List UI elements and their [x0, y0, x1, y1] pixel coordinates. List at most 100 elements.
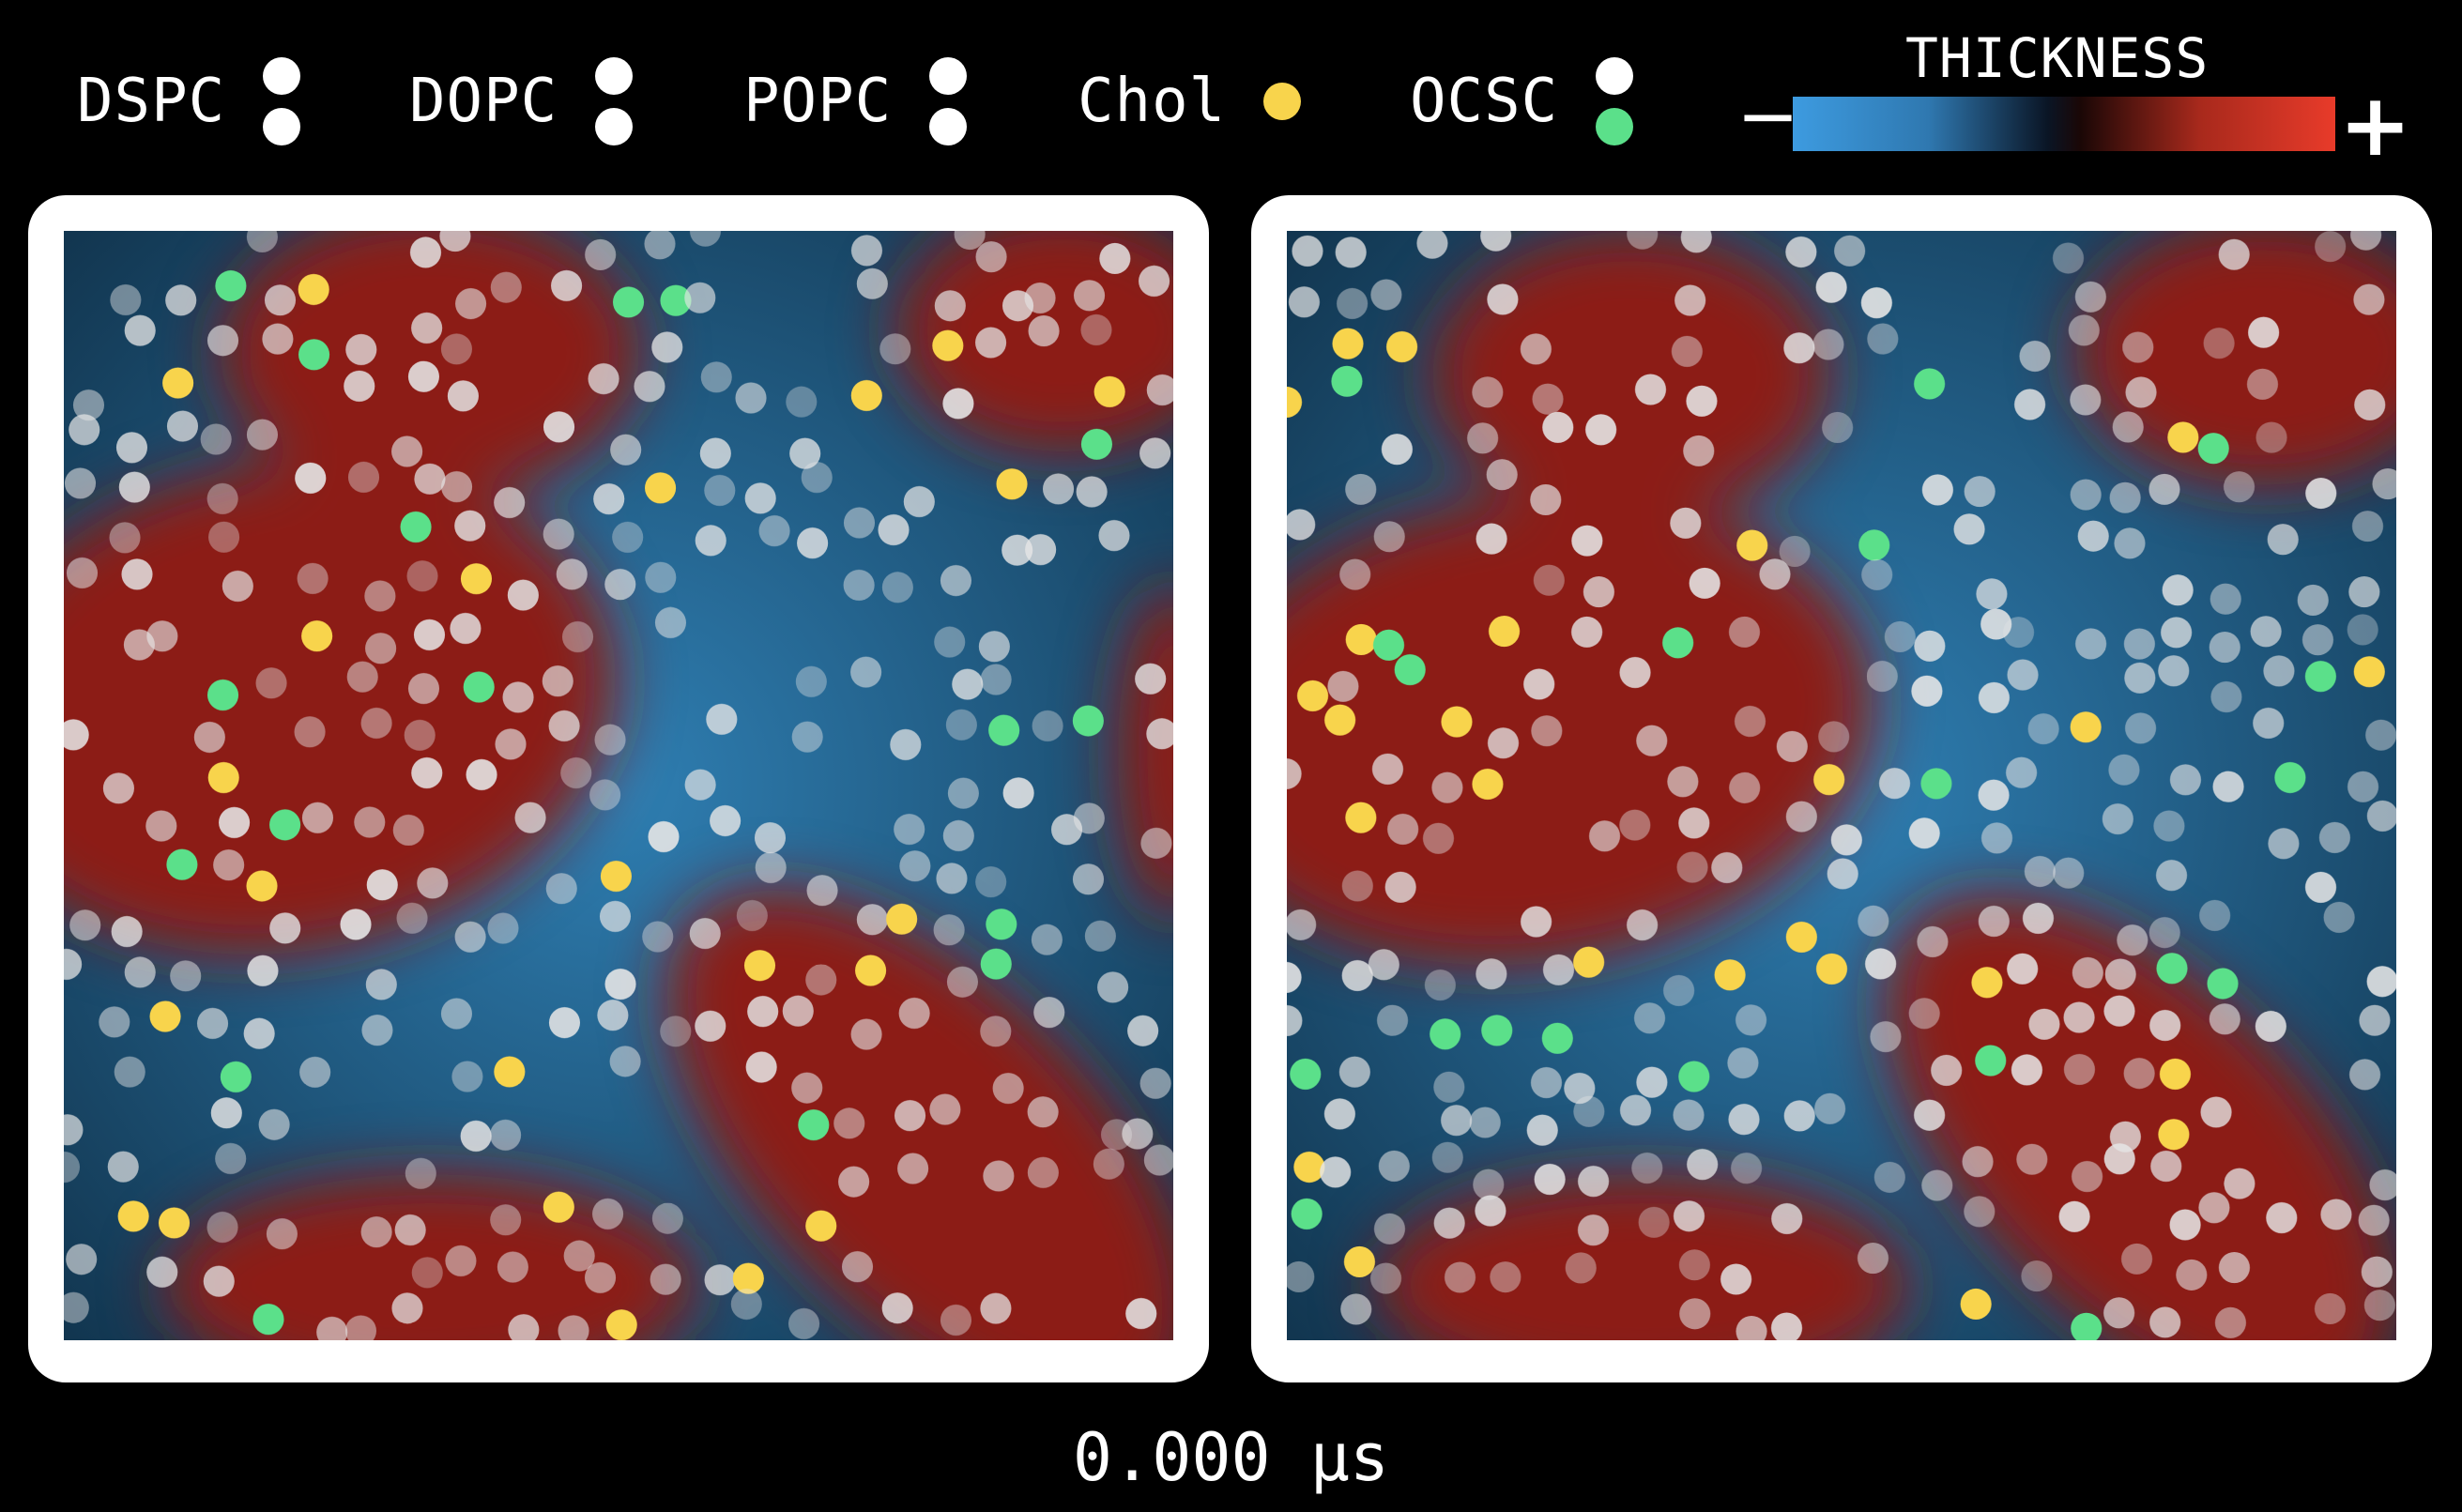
lipid-particle [158, 1207, 191, 1239]
lipid-particle [543, 518, 574, 550]
lipid-particle [1097, 971, 1129, 1003]
lipid-particle [1542, 411, 1574, 443]
lipid-particle [1834, 235, 1866, 267]
lipid-particle [110, 283, 142, 316]
lipid-particle [1422, 822, 1455, 854]
lipid-particle [805, 1210, 837, 1242]
lipid-particle [850, 235, 882, 267]
lipid-particle [1073, 280, 1106, 312]
lipid-particle [121, 558, 153, 590]
lipid-particle [2158, 1119, 2190, 1151]
lipid-particle [843, 507, 876, 539]
lipid-particle [1978, 681, 2010, 713]
lipid-particle [899, 850, 931, 882]
lipid-particle [1323, 1098, 1355, 1130]
lipid-particle [548, 710, 580, 741]
lipid-particle [2123, 628, 2155, 660]
lipid-particle [1381, 434, 1413, 466]
lipid-particle [1964, 476, 1996, 508]
lipid-particle [2007, 659, 2039, 691]
lipid-particle [354, 806, 386, 838]
lipid-particle [881, 572, 913, 603]
lipid-particle [149, 1000, 181, 1032]
lipid-particle [1674, 284, 1706, 316]
lipid-particle [2014, 389, 2046, 420]
lipid-particle [2203, 328, 2235, 359]
lipid-particle [1520, 333, 1552, 365]
lipid-particle [220, 1061, 252, 1092]
lipid-particle [2250, 616, 2282, 648]
lipid-particle [1533, 564, 1565, 596]
lipid-particle [1430, 1018, 1461, 1050]
lipid-particle [2149, 1306, 2181, 1338]
lipid-particle [2351, 511, 2384, 542]
lipid-particle [497, 1251, 528, 1283]
lipid-particle [2209, 632, 2240, 664]
lipid-particle [508, 1314, 540, 1340]
lipid-particle [2112, 411, 2144, 443]
lipid-particles [1287, 231, 2396, 1340]
lipid-particle [1670, 507, 1702, 539]
lipid-particle [102, 772, 134, 804]
lipid-particle [1002, 777, 1034, 809]
lipid-particle [1631, 1153, 1663, 1184]
lipid-particle [833, 1107, 865, 1139]
lipid-particle [1338, 1056, 1370, 1088]
lipid-particle [1139, 265, 1170, 297]
lipid-particle [1293, 1151, 1325, 1184]
lipid-particle [634, 371, 665, 403]
legend-dot-chol [1263, 83, 1302, 120]
lipid-particle [745, 1051, 777, 1083]
colorbar-plus-sign: + [2339, 75, 2412, 176]
lipid-particle [1372, 629, 1405, 661]
lipid-particle [983, 1160, 1015, 1192]
lipid-particle [1908, 998, 1940, 1030]
lipid-particle [1627, 231, 1659, 250]
lipid-particle [1320, 1156, 1352, 1188]
lipid-particle [146, 1256, 178, 1288]
lipid-particle [545, 873, 577, 905]
lipid-particle [451, 1061, 483, 1092]
lipid-particle [2315, 231, 2347, 263]
lipid-particle [2320, 1199, 2352, 1230]
lipid-particle [744, 482, 776, 514]
lipid-particle [1678, 807, 1710, 839]
thick-domain [1287, 494, 1873, 966]
lipid-particle [269, 809, 301, 841]
lipid-particle [1827, 858, 1858, 890]
lipid-particle [2070, 479, 2102, 511]
lipid-particle [542, 665, 573, 697]
lipid-particle [1911, 675, 1943, 707]
lipid-particle [1680, 231, 1712, 253]
lipid-particle [1914, 368, 1946, 400]
lipid-particle [1815, 271, 1847, 303]
lipid-particle [360, 1216, 392, 1248]
lipid-particle [391, 435, 423, 467]
thick-domains [1287, 231, 2396, 1340]
lipid-particle [1861, 558, 1893, 590]
lipid-particle [743, 950, 776, 982]
lipid-particle [980, 948, 1012, 980]
lipid-particle [1287, 1004, 1303, 1037]
lipid-particle [786, 386, 818, 418]
lipid-particles [64, 231, 1173, 1340]
legend-label-popc: POPC [743, 67, 893, 136]
lipid-particle [1878, 768, 1911, 800]
lipid-particle [494, 486, 526, 519]
lipid-particle [394, 1214, 426, 1246]
membrane-panel-right [1251, 195, 2432, 1382]
legend-label-dspc: DSPC [77, 67, 226, 136]
lipid-particle [1978, 779, 2010, 811]
lipid-particle [210, 1097, 242, 1129]
lipid-particle [200, 423, 232, 455]
lipid-particle [1098, 520, 1130, 552]
lipid-particle [805, 964, 837, 996]
legend-dot-ocsc-top [1596, 57, 1634, 95]
legend-dot-dopc-bottom [595, 108, 634, 145]
lipid-particle [798, 1109, 830, 1141]
lipid-particle [795, 665, 827, 697]
lipid-particle [1785, 236, 1817, 268]
legend-dots-popc [929, 57, 968, 145]
lipid-particle [1139, 437, 1171, 469]
lipid-particle [1921, 474, 1953, 506]
